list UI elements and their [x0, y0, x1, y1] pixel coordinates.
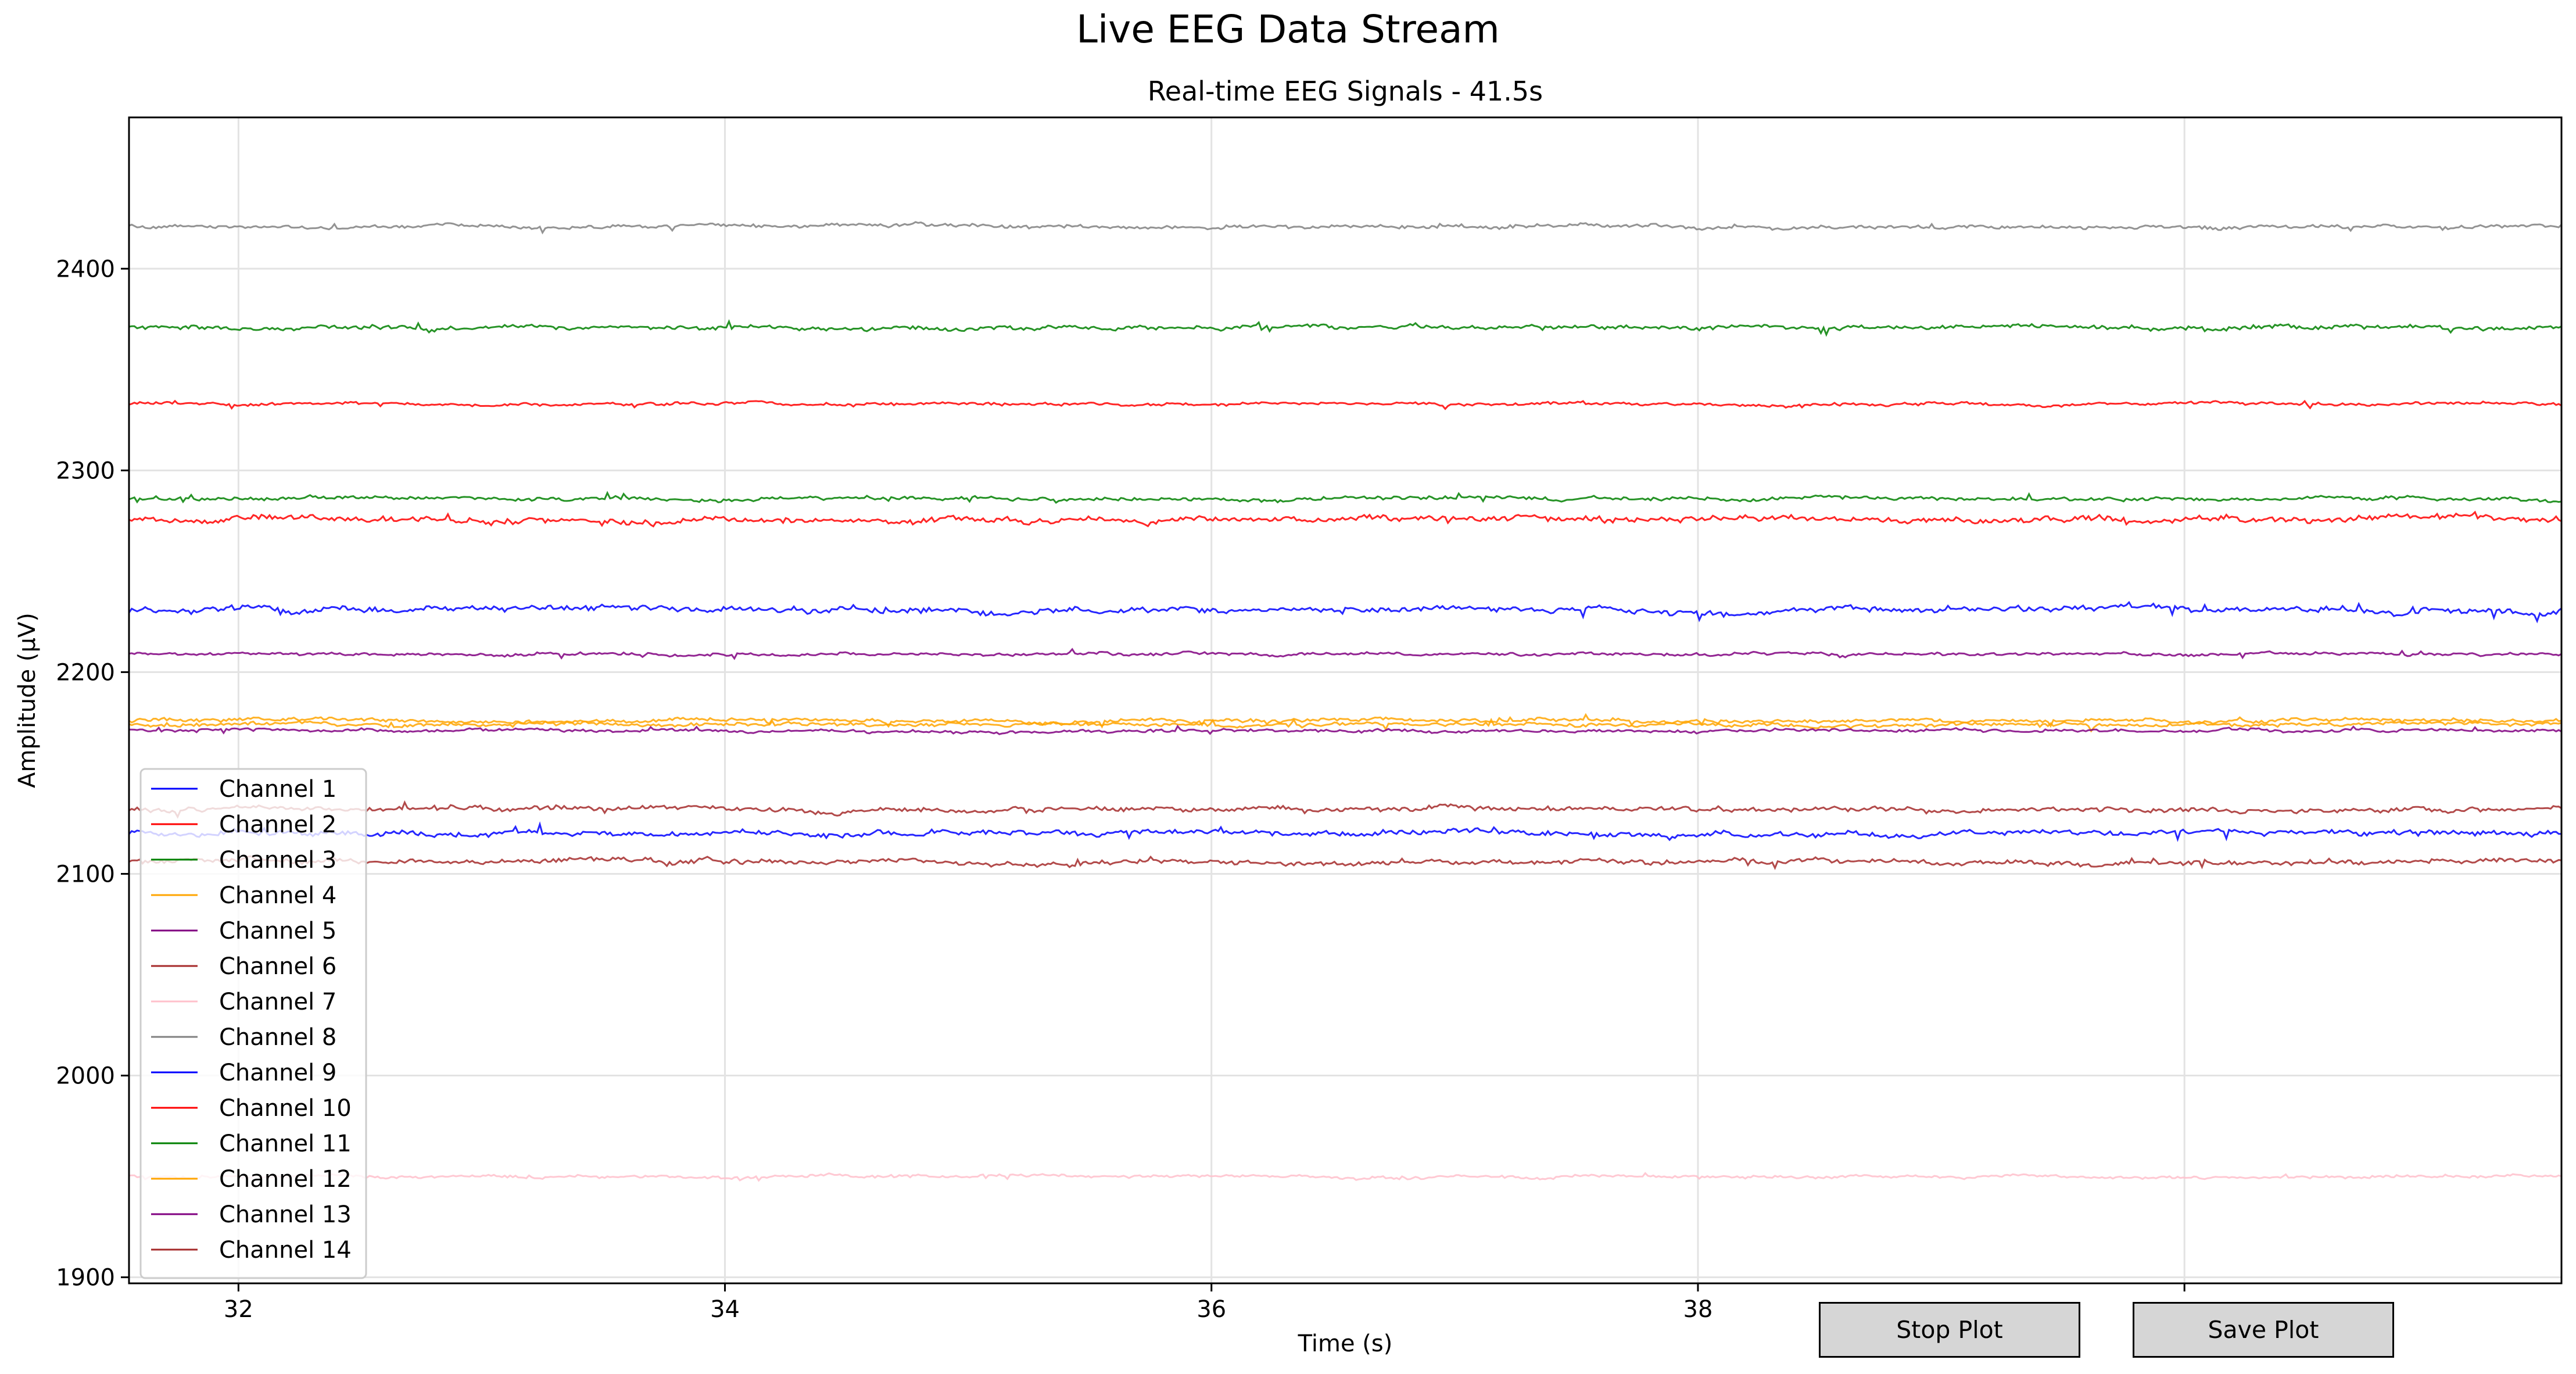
save-plot-button[interactable]: Save Plot: [2133, 1302, 2394, 1358]
legend-entry: Channel 9: [219, 1060, 336, 1086]
series-line-channel-6: [128, 855, 2562, 870]
y-tick-label: 2000: [56, 1063, 115, 1090]
series-line-channel-9: [128, 821, 2562, 842]
series-line-channel-11: [128, 319, 2562, 337]
series-line-channel-7: [128, 1172, 2562, 1182]
legend-entry: Channel 6: [219, 953, 336, 980]
legend-box: [139, 768, 367, 1279]
series-line-channel-8: [128, 221, 2563, 235]
legend-entry: Channel 11: [219, 1130, 352, 1157]
series-layer: [128, 221, 2563, 1182]
legend-entry: Channel 7: [219, 989, 336, 1015]
y-tick-label: 2100: [56, 861, 115, 888]
series-line-channel-10: [128, 399, 2562, 410]
series-line-channel-3: [128, 491, 2562, 504]
legend-entry: Channel 5: [219, 918, 336, 944]
y-tick-label: 2200: [56, 659, 115, 686]
x-tick-label: 38: [1683, 1296, 1713, 1323]
stop-plot-button[interactable]: Stop Plot: [1819, 1302, 2080, 1358]
x-tick-label: 34: [710, 1296, 740, 1323]
y-tick-label: 1900: [56, 1265, 115, 1291]
legend-entry: Channel 1: [219, 776, 336, 803]
legend-entry: Channel 12: [219, 1166, 352, 1193]
legend-entry: Channel 8: [219, 1024, 336, 1051]
legend-entry: Channel 13: [219, 1201, 352, 1228]
legend-entry: Channel 10: [219, 1095, 352, 1122]
series-line-channel-12: [128, 718, 2562, 733]
series-line-channel-2: [128, 510, 2562, 528]
ticks: 32 34 36 38 1900 2000 2100 2200 2300 2400: [56, 256, 2186, 1323]
legend-entry: Channel 4: [219, 882, 336, 909]
legend: Channel 1 Channel 2 Channel 3 Channel 4 Chan…: [139, 768, 367, 1279]
x-tick-label: 36: [1196, 1296, 1226, 1323]
legend-entry: Channel 3: [219, 847, 336, 874]
series-line-channel-14: [128, 800, 2562, 819]
x-tick-label: 32: [224, 1296, 253, 1323]
series-line-channel-13: [128, 724, 2562, 735]
legend-entry: Channel 2: [219, 811, 336, 838]
series-line-channel-1: [128, 600, 2562, 624]
series-line-channel-4: [128, 713, 2562, 729]
x-axis-label: Time (s): [1298, 1330, 1393, 1357]
grid: [129, 117, 2561, 1283]
figure-title: Live EEG Data Stream: [1076, 7, 1500, 52]
series-line-channel-5: [128, 647, 2562, 660]
chart-title: Real-time EEG Signals - 41.5s: [1148, 76, 1543, 107]
y-axis-label: Amplitude (µV): [14, 613, 41, 788]
y-tick-label: 2300: [56, 457, 115, 484]
y-tick-label: 2400: [56, 256, 115, 282]
legend-entry: Channel 14: [219, 1237, 352, 1264]
plot-frame: [128, 116, 2563, 1284]
